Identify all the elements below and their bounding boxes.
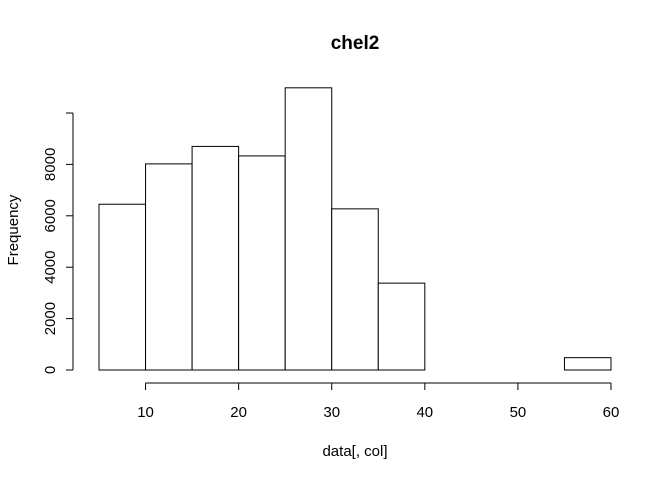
histogram-bar-11 <box>563 357 612 371</box>
y-axis: 0 2000 4000 6000 8000 <box>42 112 74 374</box>
y-tick-label-6000: 6000 <box>42 199 59 232</box>
x-axis: 10 20 30 40 50 60 <box>137 382 620 421</box>
x-tick-label-30: 30 <box>323 404 340 421</box>
histogram-bar-7 <box>377 282 426 371</box>
chart-title: chel2 <box>331 33 380 54</box>
y-tick-label-8000: 8000 <box>42 148 59 181</box>
y-tick-label-0: 0 <box>42 366 59 374</box>
histogram-bar-1 <box>98 203 147 371</box>
histogram-bar-2 <box>145 163 193 371</box>
y-axis-label: Frequency <box>5 194 22 265</box>
y-tick-label-4000: 4000 <box>42 251 59 284</box>
x-tick-label-10: 10 <box>137 404 154 421</box>
x-tick-label-20: 20 <box>230 404 247 421</box>
bars-group <box>98 87 612 371</box>
x-tick-label-60: 60 <box>603 404 620 421</box>
x-tick-label-50: 50 <box>510 404 527 421</box>
x-tick-label-40: 40 <box>416 404 433 421</box>
x-axis-label: data[, col] <box>322 443 387 460</box>
histogram-bar-3 <box>191 145 240 371</box>
histogram-bar-4 <box>238 155 286 371</box>
histogram-bar-6 <box>331 208 379 371</box>
histogram-bar-5 <box>284 87 333 371</box>
y-tick-label-2000: 2000 <box>42 302 59 335</box>
